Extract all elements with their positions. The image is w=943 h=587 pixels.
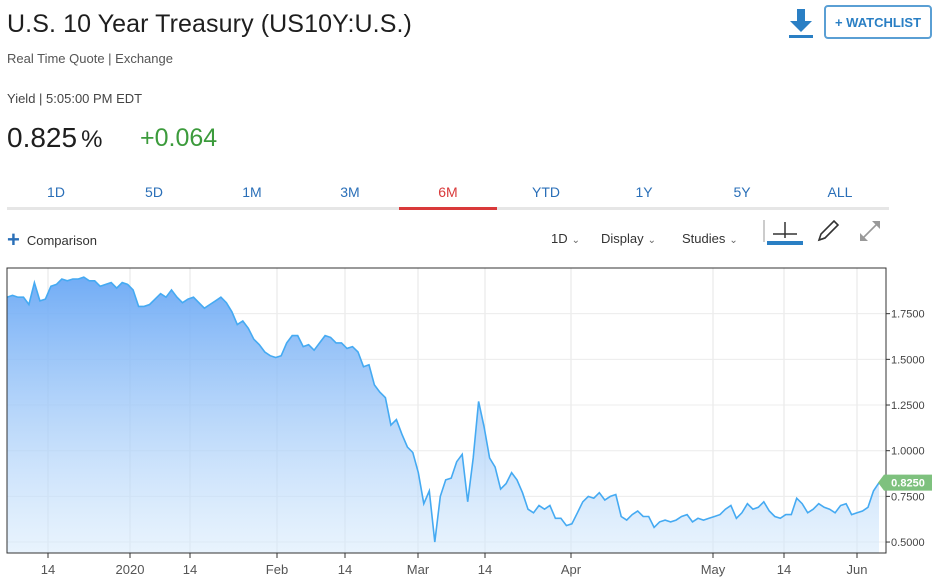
tab-1d[interactable]: 1D <box>47 184 65 200</box>
price-chart[interactable]: 1.7500 1.5000 1.2500 1.0000 0.7500 0.5000 14 2… <box>0 265 943 587</box>
crosshair-icon[interactable] <box>763 218 803 246</box>
tab-5y[interactable]: 5Y <box>733 184 751 200</box>
quote-price: 0.825% <box>7 122 102 154</box>
expand-icon[interactable] <box>857 218 883 244</box>
range-tabs: 1D 5D 1M 3M 6M YTD 1Y 5Y ALL <box>7 178 889 210</box>
x-tick-label: Jun <box>847 562 868 577</box>
y-tick-label: 0.5000 <box>891 537 925 549</box>
yield-timestamp: Yield | 5:05:00 PM EDT <box>7 91 143 106</box>
display-dropdown[interactable]: Display ⌄ <box>601 231 656 246</box>
download-icon[interactable] <box>786 6 816 40</box>
quote-unit: % <box>81 126 103 153</box>
y-tick-label: 1.0000 <box>891 446 925 458</box>
price-chart-svg: 1.7500 1.5000 1.2500 1.0000 0.7500 0.5000 14 2… <box>6 267 932 577</box>
x-tick-label: 14 <box>338 562 352 577</box>
tab-3m[interactable]: 3M <box>340 184 360 200</box>
x-tick-label: 14 <box>41 562 55 577</box>
tab-1y[interactable]: 1Y <box>635 184 653 200</box>
tab-6m[interactable]: 6M <box>399 178 497 210</box>
x-tick-label: 14 <box>478 562 492 577</box>
y-tick-label: 1.7500 <box>891 309 925 321</box>
page-title: U.S. 10 Year Treasury (US10Y:U.S.) <box>7 10 412 38</box>
comparison-label: Comparison <box>26 232 97 248</box>
pencil-icon[interactable] <box>815 218 841 244</box>
x-tick-label: 14 <box>183 562 197 577</box>
watchlist-button[interactable]: + WATCHLIST <box>824 5 932 39</box>
quote-value: 0.825 <box>7 122 78 153</box>
chevron-down-icon: ⌄ <box>647 235 657 246</box>
tab-all[interactable]: ALL <box>827 184 853 200</box>
plus-icon: + <box>7 227 20 252</box>
x-tick-label: Mar <box>407 562 430 577</box>
studies-label: Studies <box>682 231 726 246</box>
x-tick-label: Apr <box>561 562 582 577</box>
x-tick-label: 14 <box>777 562 791 577</box>
x-tick-label: 2020 <box>116 562 145 577</box>
last-value-badge <box>878 474 932 491</box>
y-tick-label: 1.5000 <box>891 354 925 366</box>
quote-source: Real Time Quote | Exchange <box>7 51 173 66</box>
y-tick-label: 1.2500 <box>891 400 925 412</box>
interval-dropdown[interactable]: 1D ⌄ <box>551 231 580 246</box>
tab-ytd[interactable]: YTD <box>532 184 560 200</box>
plot-frame <box>6 267 887 554</box>
y-tick-label: 0.7500 <box>891 491 925 503</box>
tab-1m[interactable]: 1M <box>242 184 262 200</box>
x-tick-label: May <box>701 562 726 577</box>
x-tick-label: Feb <box>266 562 288 577</box>
display-label: Display <box>601 231 644 246</box>
quote-change: +0.064 <box>140 124 218 152</box>
studies-dropdown[interactable]: Studies ⌄ <box>682 231 738 246</box>
comparison-button[interactable]: + Comparison <box>7 227 97 252</box>
interval-label: 1D <box>551 231 568 246</box>
price-area <box>7 277 879 553</box>
price-line <box>6 276 880 543</box>
tab-5d[interactable]: 5D <box>145 184 163 200</box>
chevron-down-icon: ⌄ <box>571 235 581 246</box>
chevron-down-icon: ⌄ <box>729 235 738 246</box>
last-value-label: 0.8250 <box>891 478 925 490</box>
